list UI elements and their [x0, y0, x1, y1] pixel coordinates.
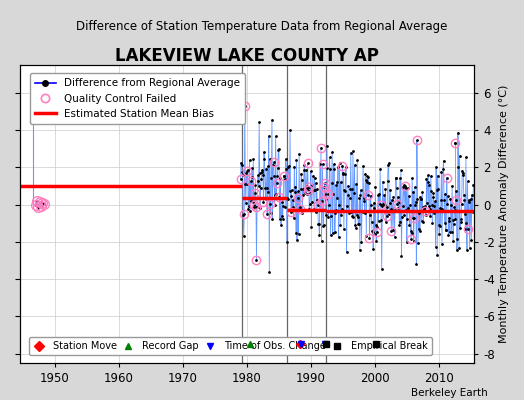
- Title: LAKEVIEW LAKE COUNTY AP: LAKEVIEW LAKE COUNTY AP: [115, 47, 379, 65]
- Legend: Station Move, Record Gap, Time of Obs. Change, Empirical Break: Station Move, Record Gap, Time of Obs. C…: [29, 337, 432, 355]
- Text: Berkeley Earth: Berkeley Earth: [411, 388, 487, 398]
- Text: Difference of Station Temperature Data from Regional Average: Difference of Station Temperature Data f…: [77, 20, 447, 33]
- Y-axis label: Monthly Temperature Anomaly Difference (°C): Monthly Temperature Anomaly Difference (…: [499, 85, 509, 343]
